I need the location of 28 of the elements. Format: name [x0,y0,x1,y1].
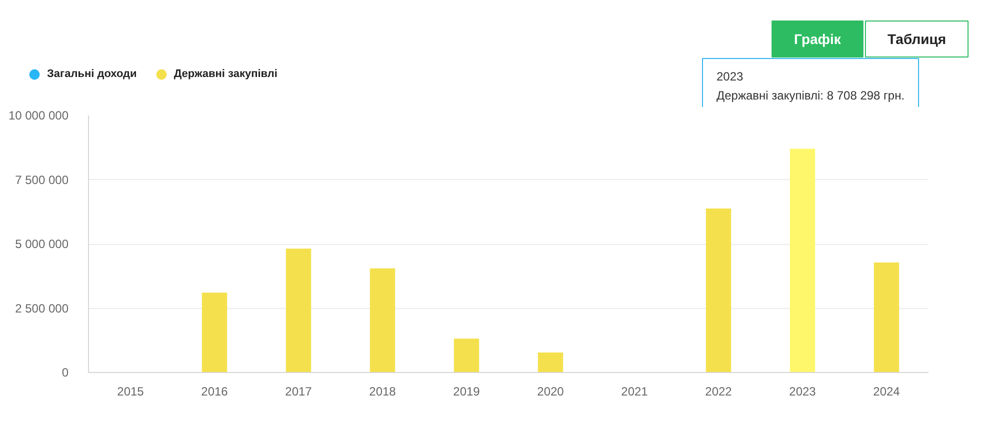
y-tick-label: 2 500 000 [15,301,69,316]
x-tick-label: 2022 [705,384,732,398]
bar [706,208,732,372]
text: Графік [794,31,842,47]
bar [286,248,312,372]
bar [790,148,816,372]
x-tick-label: 2024 [873,384,900,398]
x-tick-label: 2016 [201,384,228,398]
y-tick-label: 0 [62,366,69,380]
y-tick-label: 7 500 000 [15,172,69,187]
legend-label: Загальні доходи [47,68,137,80]
text: 2023 Державні закупівлі: 8 708 298 грн. [716,70,905,102]
bar [874,262,900,372]
x-tick-label: 2019 [453,384,480,398]
x-tick-label: 2021 [621,384,648,398]
bar [454,338,480,372]
bar [370,268,396,372]
y-tick-label: 10 000 000 [8,108,69,122]
text: Таблиця [887,31,946,47]
x-tick-label: 2015 [117,384,144,398]
x-tick-label: 2017 [285,384,312,398]
x-tick-label: 2018 [369,384,396,398]
bar [202,292,228,372]
x-tick-label: 2023 [789,384,816,398]
bar [538,352,564,372]
x-tick-label: 2020 [537,384,564,398]
legend-label: Державні закупівлі [174,68,278,80]
y-tick-label: 5 000 000 [15,237,69,251]
